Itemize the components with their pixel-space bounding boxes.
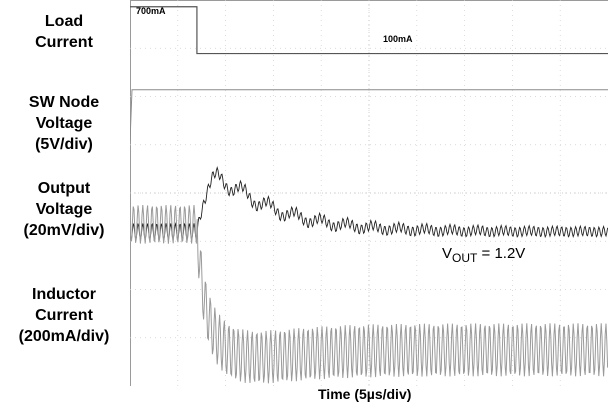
sw-node-voltage-trace: [130, 89, 608, 142]
load-current-trace: [130, 6, 608, 55]
vout-value: = 1.2V: [477, 245, 525, 262]
vout-v: V: [442, 245, 452, 262]
output-voltage-trace: [130, 166, 608, 242]
load-before-annotation: 700mA: [136, 6, 166, 16]
vout-annotation: VOUT = 1.2V: [442, 245, 525, 265]
vout-subscript: OUT: [452, 251, 478, 265]
x-axis-label: Time (5µs/div): [318, 386, 412, 402]
oscilloscope-plot: 700mA 100mA VOUT = 1.2V: [130, 0, 608, 386]
sw-node-voltage-label: SW Node Voltage (5V/div): [28, 94, 100, 153]
output-voltage-label: Output Voltage (20mV/div): [23, 180, 105, 239]
load-current-label: Load Current: [35, 13, 93, 51]
inductor-current-label: Inductor Current (200mA/div): [18, 286, 110, 345]
inductor-current-trace: [130, 205, 608, 384]
load-after-annotation: 100mA: [383, 34, 413, 44]
scope-grid: [130, 0, 608, 386]
